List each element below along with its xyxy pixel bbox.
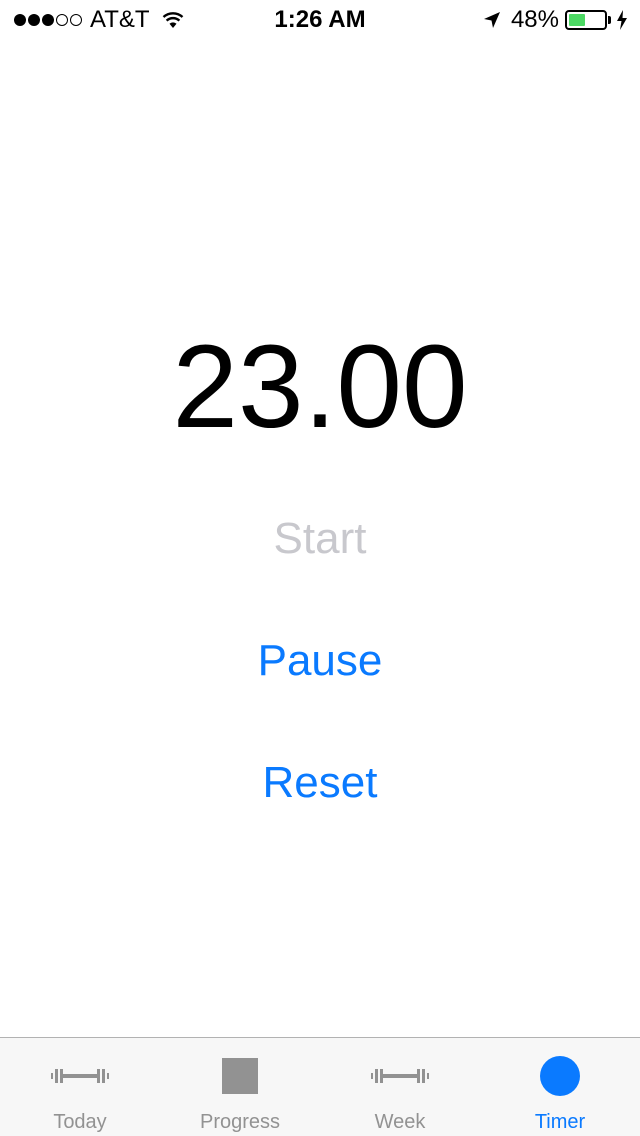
status-time: 1:26 AM	[274, 6, 366, 33]
tab-label: Today	[53, 1111, 107, 1133]
signal-strength-icon	[14, 14, 82, 26]
status-bar: AT&T 1:26 AM 48%	[0, 0, 640, 40]
circle-icon	[530, 1056, 590, 1096]
reset-button[interactable]: Reset	[262, 758, 378, 807]
dumbbell-icon	[370, 1058, 430, 1094]
tab-label: Timer	[534, 1111, 586, 1133]
status-left: AT&T	[14, 6, 184, 34]
location-arrow-icon	[483, 12, 500, 28]
signal-dot	[14, 14, 26, 26]
square-icon	[210, 1058, 270, 1094]
signal-dot	[56, 14, 68, 26]
tab-bar: Today Progress Week	[0, 1037, 640, 1136]
status-right: 48%	[483, 6, 628, 34]
signal-dot	[42, 14, 54, 26]
tab-label: Progress	[199, 1111, 281, 1133]
signal-dot	[70, 14, 82, 26]
tab-label: Week	[374, 1111, 426, 1133]
dumbbell-icon	[50, 1058, 110, 1094]
signal-dot	[28, 14, 40, 26]
charging-bolt-icon	[617, 10, 627, 30]
tab-week[interactable]: Week	[320, 1038, 480, 1136]
pause-button[interactable]: Pause	[257, 636, 383, 685]
battery-icon	[565, 10, 607, 30]
wifi-icon	[162, 12, 183, 28]
carrier-name: AT&T	[90, 6, 150, 33]
tab-today[interactable]: Today	[0, 1038, 160, 1136]
battery-level	[569, 14, 586, 26]
tab-progress[interactable]: Progress	[160, 1038, 320, 1136]
tab-timer[interactable]: Timer	[480, 1038, 640, 1136]
battery-tip	[608, 16, 611, 24]
start-button[interactable]: Start	[273, 514, 367, 563]
timer-display: 23.00	[172, 321, 468, 453]
battery-percent: 48%	[510, 6, 559, 33]
